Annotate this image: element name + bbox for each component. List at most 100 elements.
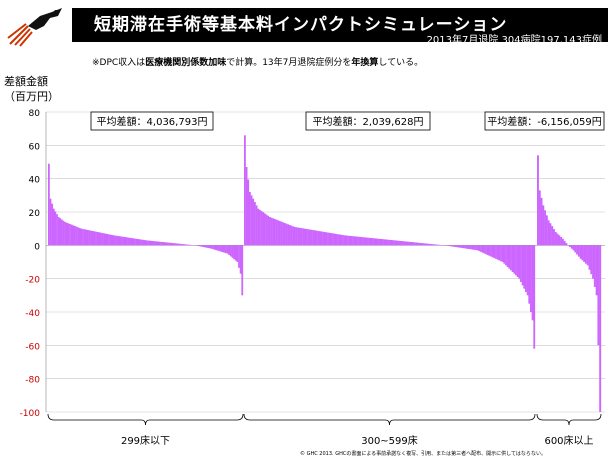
bar xyxy=(592,245,595,279)
bar xyxy=(327,232,329,246)
bar xyxy=(538,190,541,246)
bar xyxy=(317,230,319,246)
bar xyxy=(145,240,148,246)
bar xyxy=(526,245,529,296)
bar xyxy=(239,245,242,274)
bar xyxy=(148,240,151,246)
bar xyxy=(505,245,507,266)
bar xyxy=(595,245,598,296)
bar xyxy=(142,239,145,246)
bar xyxy=(560,237,563,246)
bar xyxy=(117,236,120,246)
bar xyxy=(352,236,354,246)
bar xyxy=(272,218,275,246)
average-label: 平均差額：2,039,628円 xyxy=(313,115,424,128)
bar xyxy=(528,245,531,304)
bar xyxy=(313,230,316,246)
bar xyxy=(176,243,179,246)
group-label: 300~599床 xyxy=(361,434,418,447)
bar xyxy=(225,245,227,254)
bar xyxy=(405,241,408,246)
bar xyxy=(515,245,517,276)
bar xyxy=(88,230,91,246)
bar xyxy=(446,245,449,246)
bar xyxy=(365,237,368,246)
bar xyxy=(278,221,281,246)
bar xyxy=(199,245,201,247)
bar xyxy=(328,232,331,246)
bar xyxy=(378,238,381,246)
copyright-text: © GHC 2013. GHCの書面による事前承諾なく複写、引用、または第三者へ… xyxy=(300,451,546,457)
bar xyxy=(245,167,248,246)
bar xyxy=(516,245,519,277)
group-brackets: 299床以下 300~599床 600床以上 xyxy=(47,413,602,447)
bar xyxy=(288,225,291,246)
bar xyxy=(574,245,577,253)
bar xyxy=(78,228,81,246)
bar xyxy=(49,198,52,246)
bar xyxy=(418,242,421,246)
y-tick-label: 60 xyxy=(29,142,41,152)
bar xyxy=(565,243,568,246)
logo-icon xyxy=(7,8,62,47)
bar xyxy=(135,238,138,246)
header: 短期滞在手術等基本料インパクトシミュレーション 2013年7月退院 304病院1… xyxy=(0,0,615,52)
bar xyxy=(208,245,211,249)
bar xyxy=(453,245,456,247)
bar xyxy=(556,233,559,246)
y-tick-label: 40 xyxy=(29,176,41,186)
bar xyxy=(163,242,166,246)
bar xyxy=(121,236,123,246)
bar xyxy=(521,245,524,286)
bar xyxy=(387,239,389,246)
bar xyxy=(322,231,324,246)
bar xyxy=(248,192,251,246)
bar xyxy=(75,226,78,246)
bar xyxy=(382,239,384,246)
group-bracket xyxy=(243,413,536,426)
bar xyxy=(586,245,589,266)
bar xyxy=(277,220,280,246)
y-tick-label: -20 xyxy=(25,276,40,286)
bar xyxy=(460,245,462,248)
bar xyxy=(540,197,543,246)
bar xyxy=(156,241,159,246)
bar xyxy=(391,240,394,246)
bar xyxy=(155,241,158,246)
bar xyxy=(178,243,180,246)
bar xyxy=(368,237,371,246)
bar xyxy=(513,245,516,274)
group-bracket xyxy=(47,413,244,426)
bar xyxy=(463,245,466,249)
bar xyxy=(262,212,265,246)
bar xyxy=(448,245,451,247)
bar xyxy=(530,245,532,312)
bar xyxy=(572,245,575,251)
bar xyxy=(421,243,424,246)
bar xyxy=(166,242,169,246)
bar xyxy=(212,245,214,250)
bar xyxy=(77,227,80,246)
bar xyxy=(51,203,54,246)
note-suffix: している。 xyxy=(378,58,424,68)
bar xyxy=(213,245,216,250)
bar xyxy=(187,244,190,246)
bar xyxy=(158,241,161,246)
bar xyxy=(70,224,73,246)
bar xyxy=(435,244,438,246)
bar xyxy=(401,241,404,246)
bar xyxy=(511,245,514,272)
bar xyxy=(287,224,290,246)
bar xyxy=(450,245,453,247)
bar xyxy=(82,229,84,246)
bar xyxy=(411,242,414,246)
bar xyxy=(111,235,114,246)
bar xyxy=(290,225,293,246)
bar xyxy=(585,245,587,264)
bar xyxy=(168,242,171,246)
page-subtitle: 2013年7月退院 304病院197,143症例 xyxy=(426,35,602,46)
bar xyxy=(470,245,472,250)
bar xyxy=(181,244,184,246)
bar xyxy=(228,245,231,256)
bar xyxy=(373,238,376,246)
